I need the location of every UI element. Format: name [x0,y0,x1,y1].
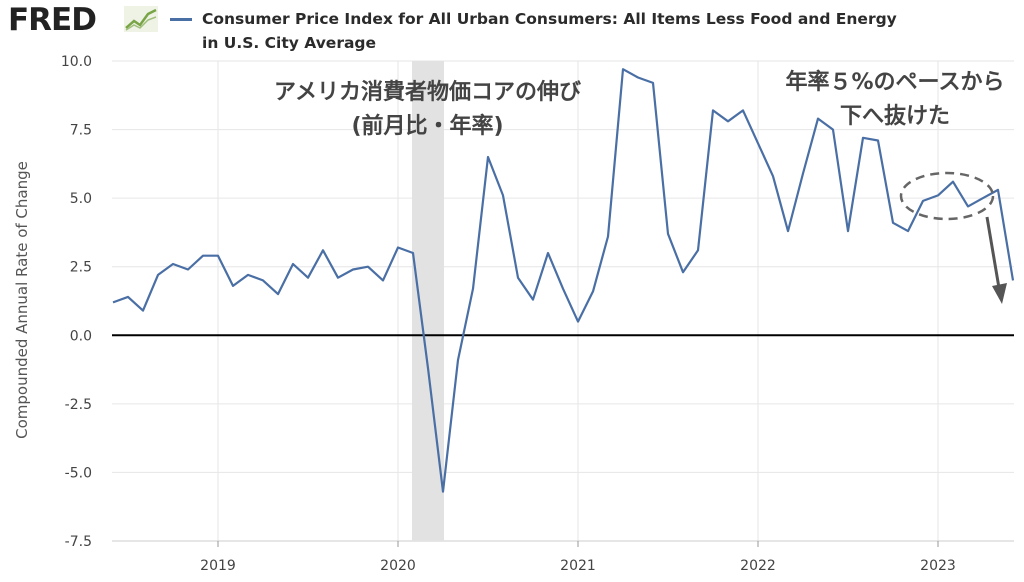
data-point [186,267,191,272]
data-point [246,272,251,277]
annotation-right-line1: 年率５%のペースから [785,70,1005,95]
data-point [906,229,911,234]
annotation-main-line1: アメリカ消費者物価コアの伸び [274,80,581,105]
arrow-shaft [985,216,1001,289]
data-point [441,489,446,494]
data-point [306,275,311,280]
annotation-right: 年率５%のペースから 下へ抜けた [770,66,1020,134]
data-point [696,248,701,253]
data-point [591,289,596,294]
data-point [621,67,626,72]
y-tick-label: 7.5 [70,123,92,139]
x-tick-label: 2021 [560,558,596,574]
y-tick-label: 2.5 [70,260,92,276]
x-tick-label: 2022 [740,558,776,574]
data-point [501,193,506,198]
data-point [486,155,491,160]
data-point [681,270,686,275]
y-tick-label: 5.0 [70,191,92,207]
data-point [996,187,1001,192]
data-point [786,229,791,234]
arrow-head [992,283,1007,304]
data-point [636,75,641,80]
data-point [321,248,326,253]
data-point [711,108,716,113]
data-point [156,272,161,277]
data-point [981,196,986,201]
data-point [861,135,866,140]
data-point [966,204,971,209]
fred-logo: FRED [8,2,97,38]
data-point [576,319,581,324]
data-point [846,229,851,234]
annotation-right-line2: 下へ抜けた [839,104,950,129]
annotation-main-line2: (前月比・年率) [351,114,504,139]
data-point [666,231,671,236]
data-point [276,292,281,297]
data-point [546,251,551,256]
data-point [876,138,881,143]
y-tick-label: -5.0 [65,465,92,481]
data-point [891,220,896,225]
data-point [396,245,401,250]
y-tick-label: 0.0 [70,328,92,344]
data-point [651,80,656,85]
x-tick-label: 2020 [380,558,416,574]
data-point [936,193,941,198]
data-point [171,261,176,266]
data-point [366,264,371,269]
x-tick-label: 2019 [200,558,236,574]
data-point [951,179,956,184]
data-point [231,283,236,288]
data-point [456,357,461,362]
legend-swatch [170,18,192,21]
chart-line-icon [124,6,158,32]
x-tick-label: 2023 [920,558,956,574]
data-point [771,174,776,179]
data-point [141,308,146,313]
data-point [381,278,386,283]
data-point [1011,278,1016,283]
y-tick-label: 10.0 [61,54,92,70]
y-tick-label: -7.5 [65,534,92,550]
data-point [126,294,131,299]
data-point [756,141,761,146]
data-point [291,261,296,266]
chart-title[interactable]: Consumer Price Index for All Urban Consu… [202,10,897,52]
data-point [216,253,221,258]
data-point [741,108,746,113]
data-point [426,366,431,371]
data-point [561,286,566,291]
data-point [726,119,731,124]
data-point [516,275,521,280]
data-point [351,267,356,272]
data-point [336,275,341,280]
data-point [606,234,611,239]
data-point [471,286,476,291]
data-point [531,297,536,302]
y-tick-label: -2.5 [65,397,92,413]
data-point [411,251,416,256]
data-point [921,198,926,203]
data-point [201,253,206,258]
annotation-main: アメリカ消費者物価コアの伸び (前月比・年率) [255,76,600,144]
data-point [261,278,266,283]
series-line [112,68,1015,493]
data-point [801,171,806,176]
highlight-ellipse [899,171,995,221]
data-point [111,300,116,305]
